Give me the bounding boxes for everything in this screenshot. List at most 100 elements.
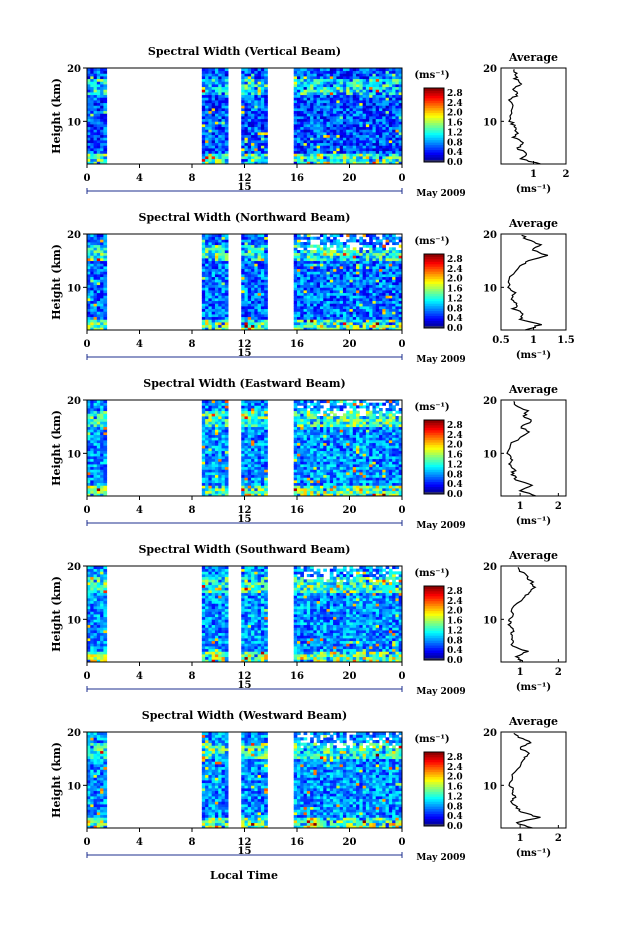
heatmap-cell (218, 242, 222, 246)
heatmap-cell (224, 482, 229, 486)
heatmap-cell (306, 314, 311, 318)
heatmap-cell (392, 129, 396, 133)
heatmap-cell (395, 94, 400, 98)
colorbar-step (424, 134, 444, 138)
heatmap-cell (264, 319, 268, 323)
heatmap-cell (365, 118, 370, 122)
colorbar-step (424, 139, 444, 143)
heatmap-cell (382, 263, 386, 267)
heatmap-cell (349, 236, 354, 240)
heatmap-cell (319, 121, 324, 125)
heatmap-cell (87, 314, 91, 318)
heatmap-cell (224, 134, 229, 138)
x-tick-label: 20 (343, 339, 357, 350)
heatmap-cell (349, 282, 354, 286)
heatmap-cell (264, 445, 268, 449)
heatmap-cell (303, 413, 308, 417)
heatmap-cell (93, 97, 98, 101)
heatmap-cell (100, 311, 104, 315)
heatmap-cell (342, 263, 347, 267)
heatmap-cell (359, 132, 364, 136)
heatmap-cell (306, 92, 311, 96)
heatmap-cell (339, 322, 344, 326)
heatmap-cell (300, 148, 304, 152)
heatmap-cell (379, 97, 383, 101)
heatmap-cell (359, 250, 364, 254)
heatmap-cell (254, 118, 259, 122)
heatmap-cell (319, 142, 324, 146)
heatmap-cell (382, 156, 386, 160)
heatmap-cell (359, 145, 364, 149)
heatmap-cell (293, 73, 298, 77)
panel-title: Spectral Width (Northward Beam) (139, 211, 351, 224)
heatmap-cell (333, 116, 337, 120)
heatmap-cell (379, 89, 383, 93)
heatmap-cell (369, 148, 373, 152)
heatmap-cell (208, 142, 213, 146)
heatmap-cell (306, 300, 311, 304)
heatmap-cell (293, 137, 298, 141)
heatmap-cell (379, 81, 383, 85)
heatmap-cell (254, 437, 259, 441)
heatmap-cell (100, 92, 104, 96)
heatmap-cell (201, 268, 206, 272)
heatmap-cell (352, 266, 357, 270)
heatmap-cell (375, 239, 380, 243)
heatmap-cell (96, 426, 101, 430)
heatmap-cell (300, 94, 304, 98)
heatmap-cell (96, 108, 101, 112)
heatmap-cell (90, 461, 94, 465)
heatmap-cell (224, 413, 229, 417)
heatmap-cell (356, 73, 360, 77)
heatmap-cell (208, 466, 213, 470)
heatmap-cell (93, 153, 98, 157)
heatmap-cell (379, 260, 383, 264)
heatmap-cell (392, 108, 396, 112)
heatmap-cell (369, 81, 373, 85)
heatmap-cell (300, 306, 304, 310)
heatmap-cell (379, 73, 383, 77)
heatmap-cell (310, 287, 314, 291)
heatmap-cell (333, 242, 337, 246)
heatmap-cell (303, 252, 308, 256)
heatmap-cell (221, 134, 226, 138)
heatmap-cell (221, 450, 226, 454)
heatmap-cell (224, 437, 229, 441)
heatmap-cell (244, 424, 249, 428)
heatmap-cell (303, 474, 308, 478)
heatmap-cell (205, 68, 209, 72)
heatmap-cell (244, 156, 249, 160)
heatmap-cell (100, 324, 104, 328)
heatmap-cell (100, 268, 104, 272)
heatmap-cell (218, 78, 222, 82)
heatmap-cell (365, 113, 370, 117)
heatmap-cell (218, 161, 222, 165)
heatmap-cell (319, 84, 324, 88)
heatmap-cell (359, 92, 364, 96)
heatmap-cell (211, 121, 216, 125)
heatmap-cell (319, 324, 324, 328)
heatmap-cell (333, 126, 337, 130)
heatmap-cell (306, 250, 311, 254)
heatmap-cell (293, 410, 298, 414)
heatmap-cell (365, 324, 370, 328)
heatmap-cell (103, 421, 108, 425)
heatmap-cell (260, 113, 265, 117)
heatmap-cell (339, 113, 344, 117)
heatmap-cell (306, 97, 311, 101)
heatmap-cell (333, 303, 337, 307)
heatmap-cell (254, 247, 259, 251)
heatmap-cell (352, 258, 357, 262)
heatmap-cell (349, 126, 354, 130)
heatmap-cell (329, 242, 334, 246)
heatmap-cell (87, 89, 91, 93)
heatmap-cell (247, 94, 252, 98)
heatmap-cell (329, 252, 334, 256)
heatmap-cell (310, 244, 314, 248)
heatmap-cell (205, 158, 209, 162)
heatmap-cell (100, 132, 104, 136)
heatmap-cell (251, 287, 255, 291)
heatmap-cell (221, 410, 226, 414)
heatmap-cell (319, 287, 324, 291)
heatmap-cell (244, 145, 249, 149)
